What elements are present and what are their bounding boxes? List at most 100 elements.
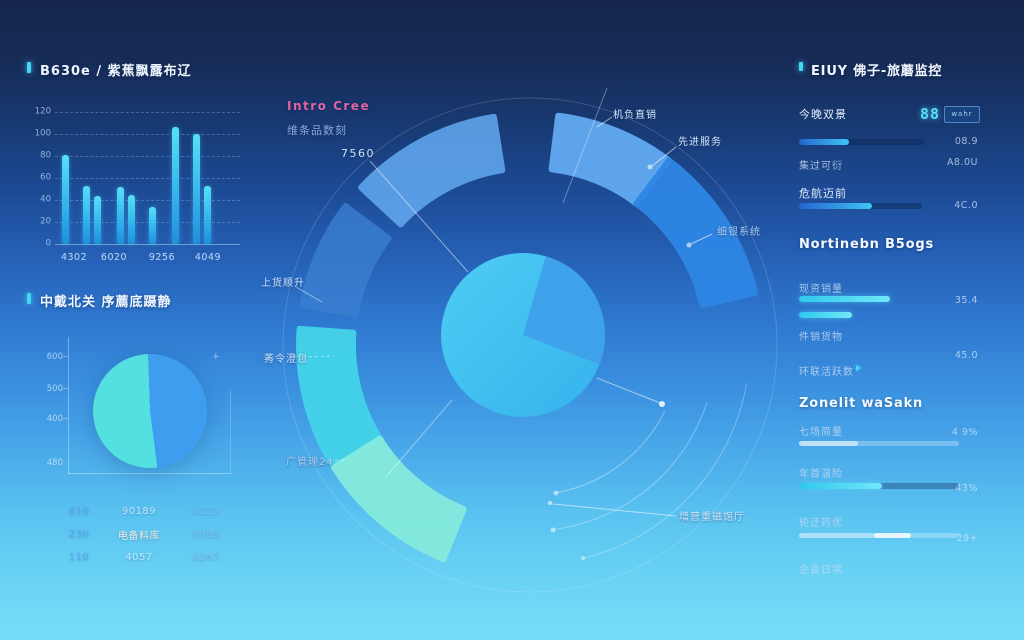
progress-fill — [799, 312, 852, 318]
gridline — [55, 112, 240, 113]
gridline — [55, 200, 240, 201]
callout-right-1: 细银系统 — [717, 227, 761, 238]
right-stats-panel: EIUY 佛子-旅蘑监控 今晚双景 88 wahr 08.9 集过可衍 A8.0… — [786, 56, 986, 616]
center-title: Intro Cree — [287, 99, 371, 113]
y-axis-tick: 40 — [40, 194, 51, 205]
progress-fill — [799, 203, 872, 209]
y-axis-tick: 0 — [45, 238, 51, 249]
progress-highlight-segment — [874, 533, 911, 538]
pie-section-header: 中戴北关 序薦底蹑静 — [27, 291, 172, 310]
header-bullet-icon — [27, 293, 31, 304]
s2-row3-label: 环联活跃数 — [799, 367, 854, 378]
right-section1-header: EIUY 佛子-旅蘑监控 — [799, 60, 942, 79]
s3-row4-label: 企良日常 — [799, 565, 843, 576]
ring-segment — [358, 113, 506, 228]
table-cell: 4057 — [125, 551, 153, 563]
progress-fill — [799, 139, 849, 145]
center-subtitle: 维条品数刻 — [287, 124, 347, 137]
s1-row2-value: A8.0U — [946, 157, 978, 168]
bar — [82, 185, 90, 244]
y-axis-tick: 100 — [34, 128, 51, 139]
bar — [94, 195, 102, 244]
s1-row3-label: 危航迈前 — [799, 187, 847, 200]
progress-track — [799, 139, 924, 145]
bar-section-header: B630e / 紫蕉飘露布辽 — [27, 60, 192, 79]
ring-segments — [296, 112, 759, 563]
progress-track — [799, 203, 922, 209]
bar — [62, 154, 70, 244]
s2-row1-label: 现资销量 — [799, 284, 843, 295]
pie-axis-tick: 480 — [46, 458, 63, 468]
ring-segment — [296, 325, 383, 471]
callout-dots — [548, 164, 692, 560]
ring-segment — [548, 112, 672, 207]
progress-fill — [799, 483, 883, 489]
bar — [193, 134, 200, 244]
right-section3-header: Zonelit waSakn — [799, 396, 923, 411]
s3-row3-label: 轮迂药优 — [799, 518, 843, 529]
pie-axis-tick: 400 — [46, 414, 63, 424]
table-row: 110 4057 6267 — [60, 546, 232, 568]
s1-bar2-value: 4C.0 — [954, 200, 978, 211]
bar — [116, 186, 124, 244]
center-pie-wedge — [523, 256, 606, 365]
s3-row2-label: 年首温险 — [799, 469, 843, 480]
progress-track — [799, 441, 959, 446]
x-axis-tick: 4049 — [194, 252, 222, 263]
progress-fill — [799, 296, 891, 302]
table-cell: 6267 — [192, 551, 220, 563]
arrow-right-icon — [856, 365, 861, 371]
table-row: 230 电备料库 5989 — [60, 523, 232, 545]
callout-bottom-right: 增营重磁馆厅 — [679, 512, 745, 523]
pie-frame-right — [230, 390, 231, 474]
pie-chart — [93, 354, 207, 468]
pie-axis-tick: 600 — [46, 352, 63, 362]
x-axis-tick: 4302 — [60, 252, 88, 263]
right-section1-title: EIUY 佛子-旅蘑监控 — [811, 64, 943, 79]
progress-track — [799, 483, 959, 489]
right-section2-header: Nortinebn B5ogs — [799, 237, 934, 252]
s3-row1-value: 4 9% — [951, 427, 978, 438]
badge-button[interactable]: wahr — [944, 105, 980, 123]
table-cell: 230 — [68, 528, 90, 540]
bar-chart: 120 100 80 60 40 20 0 4302 6020 9256 4049 — [35, 107, 240, 263]
s3-row2-value: 43% — [955, 483, 978, 494]
callout-value: 7560 — [341, 147, 375, 160]
right-section2-title: Nortinebn B5ogs — [799, 237, 934, 252]
pie-frame-bottom — [68, 473, 231, 474]
header-bullet-icon — [799, 62, 803, 71]
s3-row1-label: 七场简量 — [799, 427, 843, 438]
bar — [203, 185, 211, 244]
gridline — [55, 222, 240, 223]
s1-bar1-value: 08.9 — [954, 136, 978, 147]
x-axis-tick: 9256 — [148, 252, 176, 263]
pie-frame-tick — [63, 418, 68, 419]
decor-arc — [555, 410, 666, 494]
table-cell: 810 — [68, 505, 90, 517]
pie-frame-left — [68, 337, 69, 474]
s2-row1-value: 35.4 — [954, 295, 978, 306]
s2-row2-label: 件销货物 — [799, 332, 843, 343]
data-table: 810 90189 6223 230 电备料库 5989 110 4057 6267 — [60, 500, 232, 569]
header-bullet-icon — [27, 62, 31, 73]
decor-arc — [583, 383, 748, 559]
progress-fill — [799, 441, 859, 446]
pie-frame-tick — [63, 356, 68, 357]
y-axis-tick: 20 — [40, 216, 51, 227]
progress-fill — [799, 533, 875, 538]
table-cell: 6223 — [192, 505, 220, 517]
table-cell: 5989 — [192, 528, 220, 540]
callout-left-1: 上货顺升 — [261, 278, 305, 289]
seven-segment-display: 88 — [919, 105, 940, 123]
progress-track — [799, 312, 924, 318]
bar — [128, 194, 136, 244]
callout-left-3: 广管理24 — [286, 457, 334, 468]
table-cell: 90189 — [121, 505, 157, 517]
right-section3-title: Zonelit waSakn — [799, 396, 924, 411]
bar — [148, 206, 156, 244]
ring-segment — [299, 203, 392, 318]
counter-badge: 88 wahr — [920, 105, 980, 123]
table-row: 810 90189 6223 — [60, 500, 232, 522]
s1-row1-label: 今晚双景 — [799, 108, 847, 121]
